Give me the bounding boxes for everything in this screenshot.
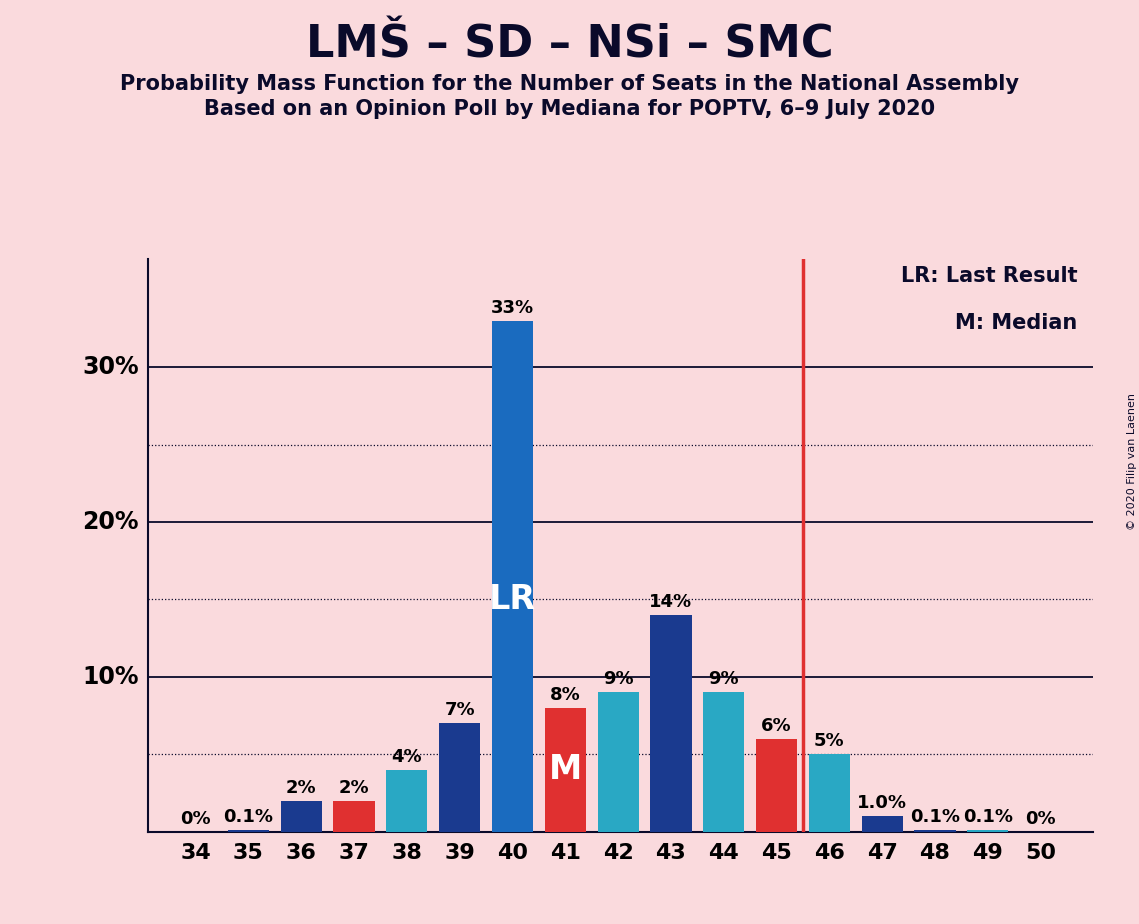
Text: M: M bbox=[549, 753, 582, 786]
Bar bbox=[861, 816, 903, 832]
Text: 14%: 14% bbox=[649, 593, 693, 611]
Text: 0%: 0% bbox=[1025, 809, 1056, 828]
Bar bbox=[492, 321, 533, 832]
Text: 0.1%: 0.1% bbox=[962, 808, 1013, 826]
Text: 30%: 30% bbox=[82, 355, 139, 379]
Text: 9%: 9% bbox=[603, 671, 633, 688]
Text: 7%: 7% bbox=[444, 701, 475, 720]
Bar bbox=[386, 770, 427, 832]
Bar bbox=[228, 830, 269, 832]
Text: Probability Mass Function for the Number of Seats in the National Assembly: Probability Mass Function for the Number… bbox=[120, 74, 1019, 94]
Text: 9%: 9% bbox=[708, 671, 739, 688]
Bar bbox=[598, 692, 639, 832]
Text: 8%: 8% bbox=[550, 686, 581, 704]
Text: 1.0%: 1.0% bbox=[858, 795, 907, 812]
Text: LR: Last Result: LR: Last Result bbox=[901, 266, 1077, 286]
Text: 4%: 4% bbox=[392, 748, 423, 766]
Text: 2%: 2% bbox=[338, 779, 369, 796]
Text: LR: LR bbox=[489, 583, 536, 616]
Text: © 2020 Filip van Laenen: © 2020 Filip van Laenen bbox=[1126, 394, 1137, 530]
Text: 5%: 5% bbox=[814, 733, 845, 750]
Bar bbox=[334, 800, 375, 832]
Bar bbox=[544, 708, 585, 832]
Bar bbox=[280, 800, 322, 832]
Bar bbox=[650, 614, 691, 832]
Bar bbox=[703, 692, 745, 832]
Text: M: Median: M: Median bbox=[956, 313, 1077, 333]
Text: 0.1%: 0.1% bbox=[910, 808, 960, 826]
Bar bbox=[967, 830, 1008, 832]
Text: 2%: 2% bbox=[286, 779, 317, 796]
Bar bbox=[439, 723, 481, 832]
Text: 0.1%: 0.1% bbox=[223, 808, 273, 826]
Text: LMŠ – SD – NSi – SMC: LMŠ – SD – NSi – SMC bbox=[305, 23, 834, 67]
Text: 10%: 10% bbox=[82, 664, 139, 688]
Text: Based on an Opinion Poll by Mediana for POPTV, 6–9 July 2020: Based on an Opinion Poll by Mediana for … bbox=[204, 99, 935, 119]
Text: 0%: 0% bbox=[180, 809, 211, 828]
Text: 6%: 6% bbox=[761, 717, 792, 735]
Bar bbox=[809, 754, 850, 832]
Bar bbox=[915, 830, 956, 832]
Bar bbox=[756, 738, 797, 832]
Text: 33%: 33% bbox=[491, 298, 534, 317]
Text: 20%: 20% bbox=[82, 510, 139, 534]
